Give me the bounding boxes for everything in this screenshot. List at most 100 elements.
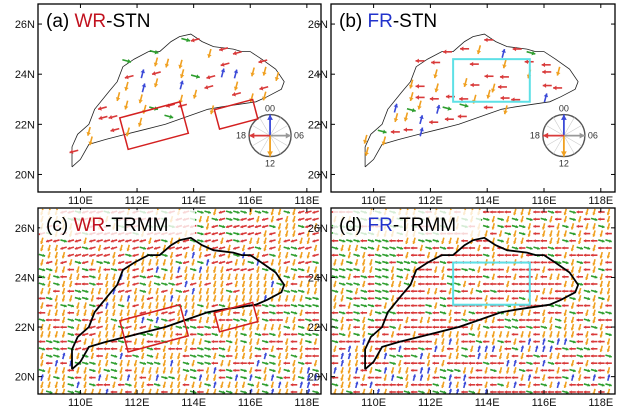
trmm-vector [139, 239, 147, 243]
trmm-vector [549, 237, 553, 245]
trmm-vector [511, 224, 519, 229]
station-vector [97, 106, 107, 111]
trmm-vector [576, 303, 584, 308]
trmm-vector [454, 253, 461, 257]
trmm-vector [598, 390, 605, 394]
trmm-vector [498, 230, 503, 237]
trmm-vector [562, 361, 569, 365]
station-vector [429, 119, 439, 125]
trmm-vector [540, 368, 548, 373]
trmm-vector [455, 352, 460, 360]
trmm-vector [468, 361, 476, 365]
trmm-vector [439, 246, 447, 250]
trmm-vector [240, 332, 247, 337]
trmm-vector [590, 325, 598, 330]
trmm-vector [461, 332, 468, 337]
trmm-vector [448, 316, 452, 324]
trmm-vector [511, 217, 519, 222]
trmm-vector [89, 325, 96, 330]
trmm-vector [446, 347, 454, 351]
trmm-vector [396, 239, 404, 243]
trmm-vector [397, 323, 402, 331]
trmm-vector [103, 368, 111, 373]
trmm-vector [283, 332, 291, 337]
trmm-vector [533, 383, 540, 387]
trmm-vector [576, 339, 584, 344]
trmm-vector [549, 316, 553, 324]
trmm-vector [299, 251, 303, 259]
trmm-vector [583, 253, 591, 257]
trmm-vector [403, 303, 411, 308]
trmm-vector [482, 210, 490, 214]
trmm-vector [176, 309, 181, 317]
trmm-vector [67, 390, 75, 394]
trmm-vector [76, 352, 80, 360]
trmm-vector [426, 359, 431, 367]
trmm-vector [599, 302, 604, 309]
trmm-vector [540, 217, 548, 222]
trmm-vector [556, 352, 560, 360]
trmm-vector [347, 331, 352, 338]
trmm-vector [168, 318, 175, 322]
guangdong-boundary [364, 33, 579, 168]
trmm-vector [527, 208, 532, 216]
trmm-vector [534, 273, 539, 281]
trmm-vector [518, 325, 526, 329]
trmm-vector [448, 309, 452, 317]
trmm-vector [462, 309, 467, 317]
trmm-vector [353, 311, 360, 315]
trmm-vector [563, 208, 568, 216]
trmm-vector [554, 361, 562, 365]
trmm-vector [563, 309, 568, 317]
trmm-vector [269, 224, 276, 229]
trmm-vector [146, 361, 154, 366]
station-vector [381, 136, 387, 146]
trmm-vector [554, 260, 562, 265]
trmm-vector [233, 224, 240, 229]
trmm-vector [606, 287, 611, 295]
trmm-vector [211, 325, 219, 329]
trmm-vector [405, 374, 409, 381]
trmm-vector [396, 275, 404, 279]
trmm-vector [441, 381, 445, 389]
trmm-vector [605, 246, 612, 250]
trmm-vector [241, 345, 246, 353]
trmm-vector [389, 246, 396, 250]
trmm-vector [482, 253, 490, 258]
trmm-vector [54, 244, 59, 252]
trmm-vector [367, 275, 375, 279]
trmm-vector [218, 260, 226, 265]
trmm-vector [590, 354, 598, 358]
trmm-vector [369, 345, 373, 353]
trmm-vector [353, 253, 360, 258]
trmm-vector [605, 311, 612, 315]
trmm-vector [605, 303, 612, 308]
trmm-vector [205, 266, 210, 273]
trmm-vector [234, 374, 239, 381]
trmm-vector [234, 352, 239, 360]
trmm-vector [511, 332, 519, 337]
trmm-vector [47, 323, 51, 331]
trmm-vector [374, 311, 382, 315]
trmm-vector [125, 354, 132, 358]
trmm-vector [38, 311, 46, 315]
trmm-vector [299, 345, 303, 353]
trmm-vector [405, 251, 409, 259]
trmm-vector [148, 259, 152, 266]
trmm-vector [382, 361, 389, 365]
trmm-vector [191, 309, 195, 317]
trmm-vector [269, 332, 276, 337]
trmm-vector [54, 251, 59, 259]
trmm-vector [218, 318, 226, 322]
trmm-vector [133, 309, 138, 317]
station-vector [491, 83, 496, 93]
trmm-vector [205, 287, 210, 295]
trmm-vector [218, 224, 226, 229]
trmm-vector [169, 331, 174, 338]
trmm-vector [353, 303, 360, 308]
trmm-vector [425, 311, 432, 315]
trmm-vector [248, 352, 253, 360]
trmm-vector [312, 217, 319, 222]
trmm-vector [353, 267, 360, 272]
trmm-vector [169, 237, 174, 245]
